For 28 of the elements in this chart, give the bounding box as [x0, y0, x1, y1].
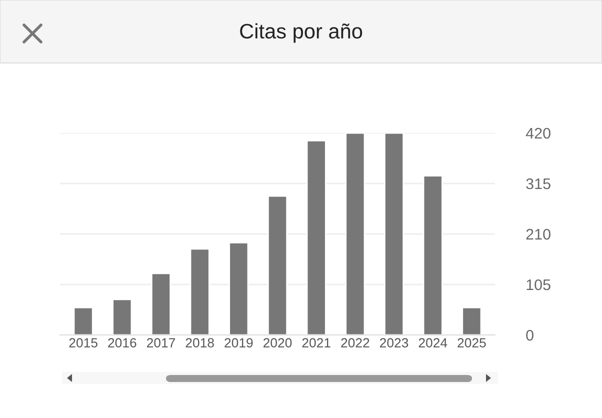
bar	[190, 248, 210, 335]
bar	[228, 242, 249, 335]
x-tick-label: 2021	[302, 338, 330, 348]
bar	[422, 175, 443, 335]
y-tick-label: 315	[526, 178, 550, 190]
x-tick-label: 2024	[418, 338, 448, 348]
bar	[384, 133, 404, 335]
bar	[306, 140, 326, 335]
bar	[112, 298, 132, 335]
x-tick-label: 2019	[224, 338, 253, 348]
chart-title: Citas por año	[240, 23, 362, 43]
x-tick-label: 2016	[108, 338, 136, 348]
bar	[462, 306, 482, 335]
y-tick-label: 105	[526, 279, 550, 290]
y-tick-label: 0	[526, 330, 534, 341]
x-tick-label: 2018	[186, 338, 214, 348]
x-tick-label: 2025	[458, 338, 486, 348]
x-tick-label: 2022	[341, 338, 370, 348]
x-tick-label: 2023	[380, 338, 408, 348]
x-tick-label: 2017	[146, 338, 175, 348]
y-tick-label: 420	[526, 128, 550, 139]
x-tick-label: 2015	[69, 338, 98, 348]
bar	[150, 272, 171, 335]
bar	[345, 133, 366, 335]
x-tick-label: 2020	[263, 338, 292, 348]
y-tick-label: 210	[526, 228, 550, 240]
bar	[267, 195, 288, 335]
bar	[73, 306, 94, 335]
